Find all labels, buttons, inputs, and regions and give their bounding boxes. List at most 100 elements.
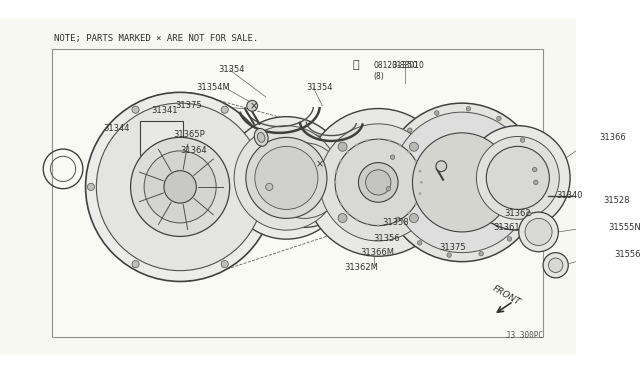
Text: 31361: 31361 (493, 223, 520, 232)
Circle shape (412, 133, 511, 232)
Text: 31356: 31356 (374, 234, 401, 243)
Circle shape (377, 138, 380, 141)
Text: J3 300PC: J3 300PC (506, 331, 543, 340)
Circle shape (144, 151, 216, 223)
Circle shape (365, 223, 369, 225)
Circle shape (335, 192, 338, 195)
Text: 31354: 31354 (306, 83, 333, 92)
Circle shape (447, 253, 451, 257)
Circle shape (221, 260, 228, 268)
Circle shape (388, 139, 391, 142)
Text: 31365P: 31365P (173, 130, 205, 139)
Text: 31344: 31344 (104, 124, 130, 133)
Circle shape (383, 103, 541, 262)
Circle shape (408, 128, 412, 132)
Circle shape (339, 203, 342, 205)
Circle shape (548, 258, 563, 272)
Circle shape (386, 187, 390, 191)
Circle shape (396, 217, 400, 222)
Circle shape (365, 139, 369, 142)
Circle shape (234, 126, 339, 230)
Circle shape (246, 137, 327, 218)
Circle shape (390, 155, 395, 159)
Circle shape (527, 211, 531, 216)
Circle shape (305, 109, 452, 256)
Circle shape (164, 171, 196, 203)
Circle shape (419, 170, 421, 173)
Ellipse shape (257, 132, 265, 142)
Circle shape (338, 214, 347, 222)
Circle shape (486, 146, 549, 209)
Circle shape (346, 151, 349, 153)
Ellipse shape (254, 128, 268, 146)
Circle shape (414, 160, 417, 162)
Circle shape (435, 111, 439, 115)
Text: 31366: 31366 (599, 133, 626, 142)
Text: NOTE; PARTS MARKED × ARE NOT FOR SALE.: NOTE; PARTS MARKED × ARE NOT FOR SALE. (54, 34, 259, 43)
Text: ×: × (250, 101, 258, 111)
Circle shape (132, 260, 139, 268)
Circle shape (408, 151, 410, 153)
Circle shape (520, 138, 525, 142)
Circle shape (408, 212, 410, 214)
Circle shape (355, 144, 358, 146)
Circle shape (87, 183, 95, 190)
Circle shape (476, 137, 559, 219)
Text: 08120-83010: 08120-83010 (374, 61, 424, 70)
Text: FRONT: FRONT (491, 283, 522, 307)
Circle shape (339, 160, 342, 162)
Circle shape (335, 170, 338, 173)
Circle shape (420, 181, 423, 184)
Text: 31354M: 31354M (196, 83, 230, 92)
Circle shape (365, 170, 391, 195)
Circle shape (399, 144, 401, 146)
Text: 31366M: 31366M (360, 248, 394, 257)
Circle shape (466, 126, 570, 230)
Circle shape (358, 163, 398, 202)
Circle shape (534, 180, 538, 185)
Circle shape (255, 146, 318, 209)
Circle shape (335, 139, 422, 226)
Bar (52, 49, 543, 337)
Text: 31375: 31375 (175, 101, 202, 110)
Text: 31362: 31362 (504, 209, 531, 218)
Circle shape (543, 253, 568, 278)
Circle shape (410, 142, 419, 151)
Text: 31556N: 31556N (614, 250, 640, 259)
Circle shape (532, 167, 537, 172)
Circle shape (479, 251, 483, 256)
Circle shape (131, 137, 230, 237)
Circle shape (221, 106, 228, 113)
Text: 31350: 31350 (392, 61, 419, 70)
Circle shape (410, 214, 419, 222)
Circle shape (247, 100, 257, 111)
Circle shape (266, 183, 273, 190)
Circle shape (320, 124, 436, 241)
Circle shape (225, 117, 348, 239)
Circle shape (97, 103, 264, 271)
Circle shape (466, 106, 470, 111)
Circle shape (419, 192, 421, 195)
Text: 31362M: 31362M (344, 263, 378, 272)
Circle shape (417, 241, 422, 245)
Text: 31364: 31364 (180, 146, 207, 155)
Text: 31528: 31528 (604, 196, 630, 205)
Circle shape (338, 142, 347, 151)
Text: 31375: 31375 (440, 243, 466, 252)
Text: (8): (8) (374, 72, 385, 81)
Circle shape (346, 212, 349, 214)
Circle shape (355, 218, 358, 221)
Text: 31555N: 31555N (608, 223, 640, 232)
Text: 31340: 31340 (557, 192, 583, 201)
Circle shape (519, 212, 558, 252)
Circle shape (388, 223, 391, 225)
Circle shape (399, 218, 401, 221)
Circle shape (525, 218, 552, 246)
Text: 31358: 31358 (383, 218, 410, 227)
Text: 31341: 31341 (151, 106, 178, 115)
Text: Ⓑ: Ⓑ (353, 60, 359, 70)
Circle shape (86, 92, 275, 282)
Text: 31354: 31354 (218, 65, 244, 74)
Bar (140, 121, 183, 155)
Circle shape (497, 116, 501, 121)
